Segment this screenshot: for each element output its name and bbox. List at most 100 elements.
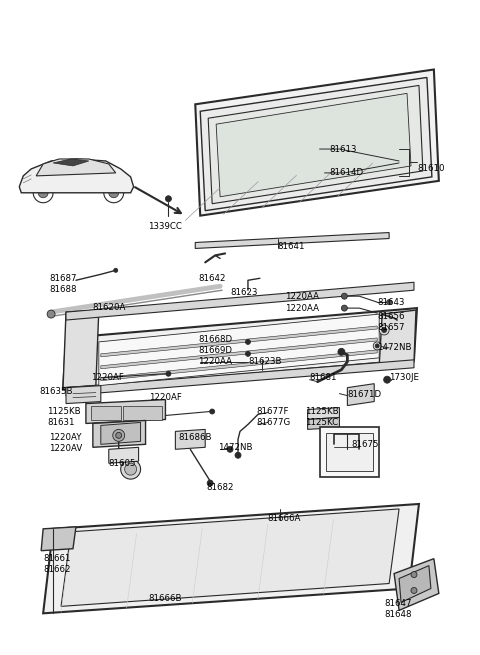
Circle shape <box>245 351 251 356</box>
Circle shape <box>109 188 119 198</box>
Text: 1125KC: 1125KC <box>305 418 338 427</box>
Text: 81657: 81657 <box>377 322 405 331</box>
Text: 81687: 81687 <box>49 274 77 283</box>
Polygon shape <box>101 422 141 444</box>
Circle shape <box>114 269 118 272</box>
Text: 81688: 81688 <box>49 285 77 293</box>
Text: 81686B: 81686B <box>179 433 212 442</box>
Text: 1472NB: 1472NB <box>218 443 252 452</box>
Circle shape <box>166 196 171 202</box>
Text: 1339CC: 1339CC <box>148 222 182 231</box>
Text: 81661: 81661 <box>43 554 71 563</box>
Polygon shape <box>36 159 116 176</box>
Text: 1220AA: 1220AA <box>285 304 319 312</box>
Text: 1472NB: 1472NB <box>377 343 412 352</box>
Text: 81669D: 81669D <box>198 346 232 356</box>
Polygon shape <box>308 417 339 430</box>
Polygon shape <box>43 504 419 613</box>
Text: 81666B: 81666B <box>148 594 182 603</box>
Polygon shape <box>308 407 339 419</box>
Text: 81631: 81631 <box>47 418 74 427</box>
Text: 81675: 81675 <box>351 440 379 449</box>
Polygon shape <box>63 310 99 388</box>
Text: 81635B: 81635B <box>39 387 72 396</box>
Polygon shape <box>394 559 439 610</box>
Polygon shape <box>348 384 374 405</box>
Text: 81677G: 81677G <box>256 418 290 427</box>
Polygon shape <box>195 69 439 215</box>
Polygon shape <box>101 350 377 381</box>
Circle shape <box>379 325 389 335</box>
Circle shape <box>47 310 55 318</box>
Circle shape <box>227 446 233 452</box>
Text: 1220AF: 1220AF <box>148 393 181 402</box>
Polygon shape <box>109 447 139 463</box>
Text: 81605: 81605 <box>109 458 136 468</box>
Text: 81642: 81642 <box>198 274 226 283</box>
Circle shape <box>120 459 141 479</box>
Polygon shape <box>195 233 389 248</box>
Polygon shape <box>216 94 411 196</box>
Text: 81671D: 81671D <box>348 390 382 399</box>
Text: 81681: 81681 <box>310 373 337 383</box>
Circle shape <box>341 293 348 299</box>
Text: 81610: 81610 <box>417 164 444 174</box>
Polygon shape <box>175 430 205 449</box>
Polygon shape <box>66 282 414 320</box>
Circle shape <box>166 371 171 376</box>
Text: 81623: 81623 <box>230 288 258 297</box>
Polygon shape <box>66 386 101 403</box>
Polygon shape <box>19 159 133 193</box>
Polygon shape <box>208 85 423 204</box>
Text: 81682: 81682 <box>206 483 234 491</box>
Circle shape <box>338 348 345 356</box>
Polygon shape <box>399 566 431 603</box>
Text: 81613: 81613 <box>329 145 357 153</box>
Circle shape <box>384 376 391 383</box>
Circle shape <box>210 409 215 414</box>
Text: 1220AA: 1220AA <box>198 357 232 366</box>
Text: 1730JE: 1730JE <box>389 373 419 383</box>
Text: 1220AF: 1220AF <box>91 373 124 383</box>
Text: 81623B: 81623B <box>248 357 281 366</box>
Polygon shape <box>101 326 377 357</box>
Text: 81668D: 81668D <box>198 335 232 345</box>
Text: 81614D: 81614D <box>329 168 364 178</box>
Text: 1220AY: 1220AY <box>49 433 82 442</box>
Circle shape <box>375 344 379 348</box>
Text: 81620A: 81620A <box>93 303 126 312</box>
Polygon shape <box>200 77 432 211</box>
Text: 81666A: 81666A <box>268 514 301 523</box>
Circle shape <box>207 480 213 486</box>
Polygon shape <box>101 338 377 369</box>
Circle shape <box>125 463 137 475</box>
Circle shape <box>245 339 251 345</box>
Polygon shape <box>99 314 379 386</box>
Polygon shape <box>93 421 145 447</box>
Bar <box>91 405 120 421</box>
Polygon shape <box>61 509 399 607</box>
Polygon shape <box>379 310 416 365</box>
Circle shape <box>116 432 122 438</box>
Text: 81647: 81647 <box>384 599 412 608</box>
Circle shape <box>411 588 417 593</box>
Text: 81662: 81662 <box>43 565 71 574</box>
Bar <box>325 434 373 471</box>
Text: 1220AV: 1220AV <box>49 444 83 453</box>
Circle shape <box>113 430 125 441</box>
Text: 1220AA: 1220AA <box>285 291 319 301</box>
Text: 81641: 81641 <box>278 242 305 251</box>
Polygon shape <box>53 159 89 166</box>
Circle shape <box>387 299 392 305</box>
Text: 81677F: 81677F <box>256 407 288 416</box>
Circle shape <box>411 572 417 578</box>
Polygon shape <box>66 360 414 396</box>
Text: 81656: 81656 <box>377 312 405 320</box>
Text: 81643: 81643 <box>377 297 405 307</box>
Polygon shape <box>63 308 417 390</box>
Text: 81648: 81648 <box>384 610 412 619</box>
Text: 1125KB: 1125KB <box>305 407 338 416</box>
Circle shape <box>341 305 348 311</box>
Circle shape <box>373 342 381 350</box>
Circle shape <box>235 452 241 458</box>
